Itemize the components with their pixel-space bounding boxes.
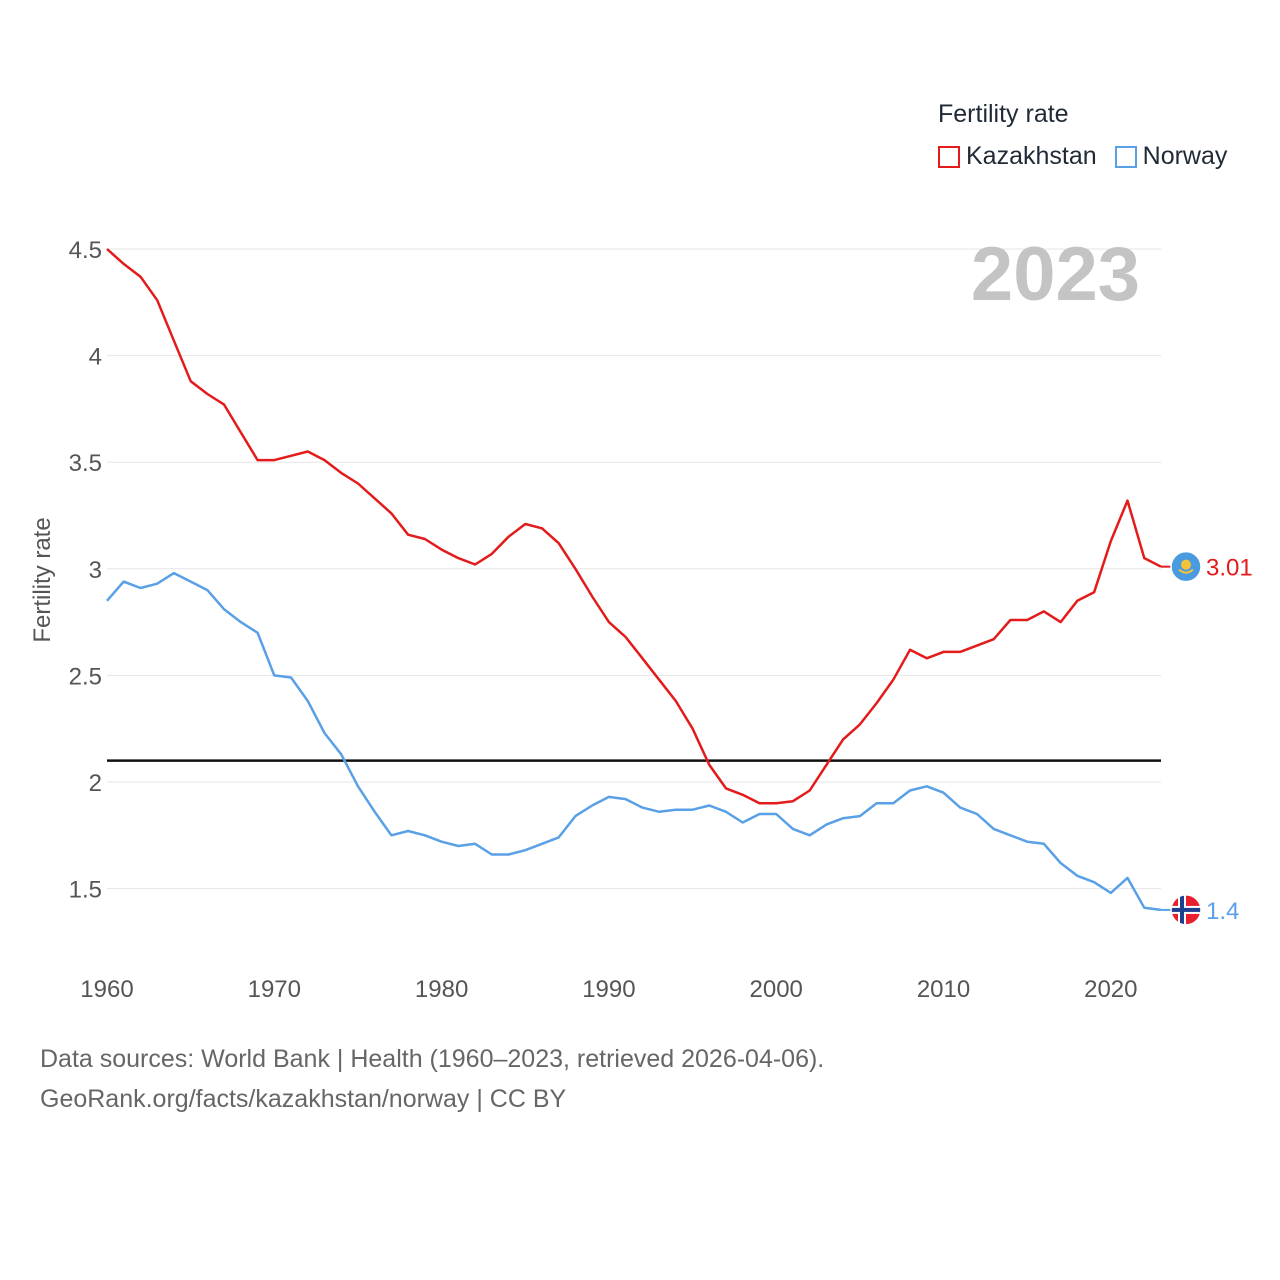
y-tick-label: 2.5 (69, 663, 102, 690)
x-tick-label: 1990 (582, 976, 635, 1003)
legend-label-norway: Norway (1142, 142, 1228, 170)
y-tick-label: 3 (89, 557, 102, 584)
y-tick-label: 2 (89, 770, 102, 797)
legend-title: Fertility rate (938, 100, 1069, 128)
x-tick-label: 2020 (1084, 976, 1137, 1003)
gridlines (107, 248, 1161, 890)
y-tick-label: 1.5 (69, 877, 102, 904)
y-tick-label: 4.5 (69, 237, 102, 264)
y-tick-label: 4 (89, 344, 102, 371)
x-tick-label: 1960 (80, 976, 133, 1003)
year-watermark: 2023 (971, 232, 1140, 317)
end-label-kazakhstan: 3.01 (1206, 555, 1253, 582)
x-axis-ticks: 1960 1970 1980 1990 2000 2010 2020 (80, 976, 1137, 1003)
source-line-1: Data sources: World Bank | Health (1960–… (40, 1045, 825, 1073)
legend-item-kazakhstan[interactable]: Kazakhstan (938, 142, 1097, 171)
flag-icon-norway (1170, 894, 1202, 926)
source-line-2[interactable]: GeoRank.org/facts/kazakhstan/norway | CC… (40, 1085, 567, 1113)
legend-swatch-kazakhstan (938, 145, 960, 168)
y-tick-label: 3.5 (69, 450, 102, 477)
x-tick-label: 1970 (248, 976, 301, 1003)
end-label-norway: 1.4 (1206, 898, 1239, 925)
end-markers: 3.01 1.4 (1161, 550, 1253, 926)
flag-icon-kazakhstan (1170, 550, 1202, 583)
y-axis-label: Fertility rate (29, 517, 56, 642)
series-line-kazakhstan (106, 248, 1162, 805)
x-tick-label: 2000 (750, 976, 803, 1003)
x-tick-label: 2010 (917, 976, 970, 1003)
legend: Kazakhstan Norway (938, 142, 1245, 171)
series-group (106, 248, 1162, 912)
legend-label-kazakhstan: Kazakhstan (966, 142, 1097, 170)
legend-item-norway[interactable]: Norway (1114, 142, 1228, 171)
x-tick-label: 1980 (415, 976, 468, 1003)
series-line-norway (106, 571, 1162, 912)
y-axis-ticks: 1.5 2 2.5 3 3.5 4 4.5 (69, 237, 102, 904)
legend-swatch-norway (1114, 145, 1137, 168)
